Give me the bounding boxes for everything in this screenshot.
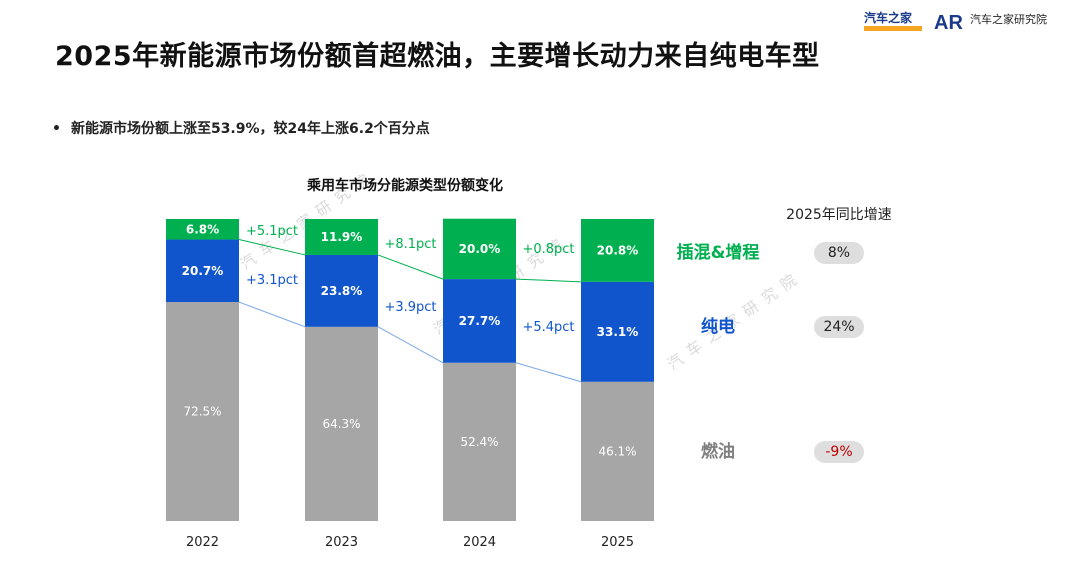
data-label-bev-2023: 23.8%: [321, 284, 363, 298]
bar-bev-2024: [443, 279, 516, 363]
institute-logo-text: 汽车之家研究院: [970, 12, 1047, 26]
page-title: 2025年新能源市场份额首超燃油，主要增长动力来自纯电车型: [55, 41, 820, 72]
bar-phev-2023: [305, 219, 378, 255]
autohome-logo-bar: [864, 26, 922, 31]
bar-bev-2022: [166, 239, 239, 303]
bullet-text: 新能源市场份额上涨至53.9%，较24年上涨6.2个百分点: [70, 121, 430, 137]
phev-change-annotation: +8.1pct: [384, 237, 436, 252]
x-tick-2025: 2025: [601, 535, 634, 550]
phev-connector-line: [515, 278, 582, 283]
legend-label-2: 燃油: [701, 441, 735, 462]
x-tick-2023: 2023: [325, 535, 358, 550]
logo-area: 汽车之家 AR 汽车之家研究院: [864, 10, 1047, 34]
phev-change-annotation: +5.1pct: [246, 224, 298, 239]
bev-connector-line: [238, 301, 306, 328]
bullet-point: • 新能源市场份额上涨至53.9%，较24年上涨6.2个百分点: [52, 118, 430, 138]
bev-change-annotation: +3.1pct: [246, 273, 298, 288]
bar-fuel-2023: [305, 326, 378, 521]
legend-label-0: 插混&增程: [677, 242, 760, 263]
chart-title: 乘用车市场分能源类型份额变化: [306, 177, 503, 194]
bev-change-annotation: +5.4pct: [522, 320, 574, 335]
data-label-bev-2022: 20.7%: [182, 264, 224, 278]
yoy-growth-pill: 8%: [814, 242, 864, 264]
phev-connector-line: [238, 239, 306, 256]
data-label-fuel-2022: 72.5%: [183, 405, 221, 419]
watermark-text: 汽车之家研究院: [664, 266, 806, 373]
bev-connector-line: [515, 362, 582, 383]
x-tick-2022: 2022: [186, 535, 219, 550]
bar-bev-2023: [305, 254, 378, 327]
phev-connector-line: [377, 254, 444, 280]
bev-connector-line: [377, 326, 444, 364]
bar-phev-2024: [443, 218, 516, 280]
yoy-growth-pill: 24%: [814, 316, 864, 338]
bar-phev-2022: [166, 219, 239, 240]
data-label-fuel-2024: 52.4%: [460, 435, 498, 449]
connector-lines: [238, 239, 582, 383]
bar-bev-2025: [581, 281, 654, 382]
data-label-phev-2022: 6.8%: [186, 222, 219, 236]
autohome-logo: 汽车之家: [864, 10, 913, 25]
data-label-phev-2024: 20.0%: [459, 242, 501, 256]
yoy-growth-pill: -9%: [814, 441, 864, 463]
legend-label-1: 纯电: [701, 316, 735, 337]
labels-group: 72.5% 20.7% 6.8% 2022 64.3% 23.8% 11.9% 2023 52.…: [182, 222, 760, 550]
institute-mark: AR: [934, 12, 963, 34]
data-label-bev-2024: 27.7%: [459, 314, 501, 328]
bullet-icon: •: [52, 121, 61, 137]
data-label-fuel-2023: 64.3%: [322, 417, 360, 431]
yoy-title: 2025年同比增速: [786, 207, 892, 223]
bar-fuel-2024: [443, 362, 516, 521]
bev-change-annotation: +3.9pct: [384, 300, 436, 315]
bar-phev-2025: [581, 219, 654, 282]
data-label-phev-2025: 20.8%: [597, 243, 639, 257]
data-label-phev-2023: 11.9%: [321, 230, 363, 244]
bar-fuel-2025: [581, 381, 654, 521]
phev-change-annotation: +0.8pct: [522, 242, 574, 257]
data-label-bev-2025: 33.1%: [597, 325, 639, 339]
x-tick-2024: 2024: [463, 535, 496, 550]
bar-fuel-2022: [166, 302, 239, 521]
bars-group: [166, 218, 654, 521]
data-label-fuel-2025: 46.1%: [598, 444, 636, 458]
